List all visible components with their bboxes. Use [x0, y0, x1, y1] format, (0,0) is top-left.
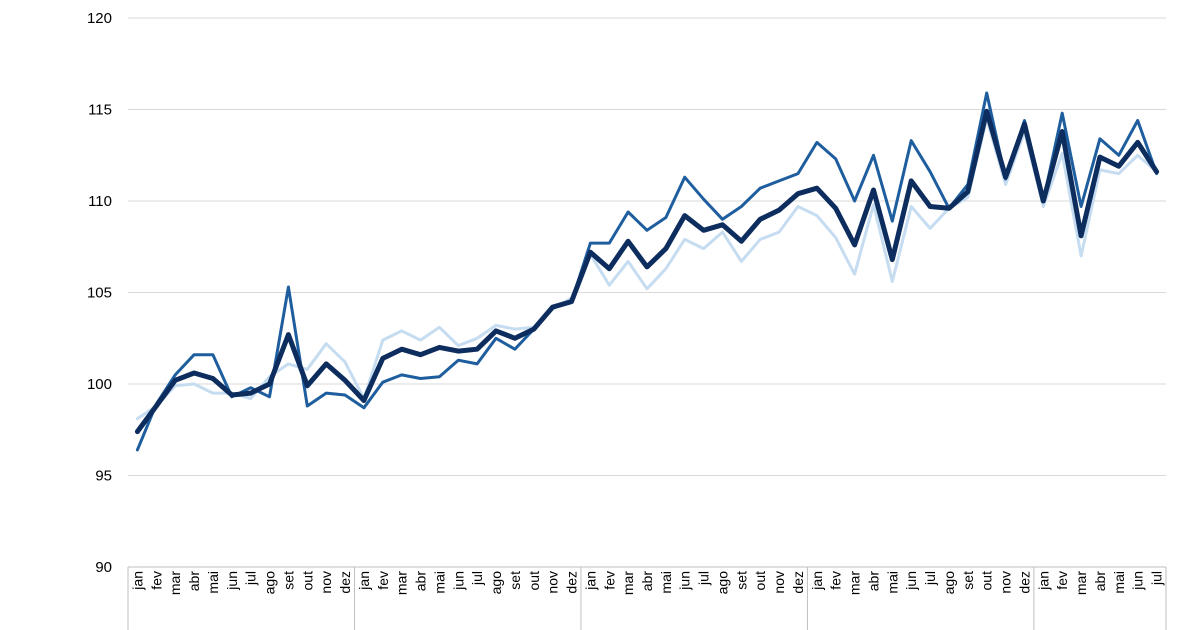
- x-tick-label: nov: [545, 571, 561, 594]
- x-tick-label: abr: [865, 571, 881, 592]
- x-tick-label: out: [299, 571, 315, 591]
- x-tick-label: ago: [714, 571, 730, 595]
- x-tick-label: out: [526, 571, 542, 591]
- y-tick-label: 90: [95, 559, 112, 576]
- x-tick-label: out: [752, 571, 768, 591]
- x-tick-label: mai: [658, 571, 674, 594]
- y-tick-label: 110: [88, 193, 112, 210]
- x-tick-label: set: [733, 571, 749, 590]
- x-tick-label: jan: [129, 571, 145, 591]
- x-tick-label: mar: [847, 571, 863, 595]
- x-tick-label: fev: [148, 571, 164, 590]
- x-tick-label: jul: [469, 571, 485, 586]
- x-tick-label: abr: [1092, 571, 1108, 592]
- gridlines: [128, 17, 1166, 476]
- x-tick-label: jan: [809, 571, 825, 591]
- x-tick-label: jan: [356, 571, 372, 591]
- y-tick-label: 105: [87, 285, 112, 302]
- x-tick-label: abr: [639, 571, 655, 592]
- x-tick-label: fev: [601, 571, 617, 590]
- x-axis: jan fev mar abr mai jun jul ago set out nov dez jan f…: [127, 566, 1167, 630]
- y-tick-label: 115: [88, 102, 112, 119]
- x-tick-label: jun: [903, 571, 919, 591]
- y-tick-label: 95: [95, 468, 112, 485]
- x-tick-label: fev: [1054, 571, 1070, 590]
- x-tick-label: jan: [582, 571, 598, 591]
- y-tick-label: 120: [87, 10, 112, 27]
- x-tick-label: jun: [677, 571, 693, 591]
- x-tick-label: nov: [771, 571, 787, 594]
- x-tick-label: mar: [394, 571, 410, 595]
- x-tick-label: mai: [884, 571, 900, 594]
- y-tick-label: 100: [87, 376, 112, 393]
- x-tick-label: set: [960, 571, 976, 590]
- x-tick-label: set: [280, 571, 296, 590]
- x-tick-label: mar: [167, 571, 183, 595]
- x-tick-label: jul: [696, 571, 712, 586]
- x-tick-label: ago: [941, 571, 957, 595]
- x-tick-label: set: [507, 571, 523, 590]
- x-tick-label: out: [979, 571, 995, 591]
- x-tick-label: mai: [431, 571, 447, 594]
- x-tick-label: fev: [828, 571, 844, 590]
- x-tick-label: mar: [1073, 571, 1089, 595]
- x-tick-label: dez: [1016, 571, 1032, 594]
- x-tick-label: ago: [488, 571, 504, 595]
- x-tick-label: jul: [243, 571, 259, 586]
- y-axis: 90 95 100 105 110 115 120: [87, 10, 112, 576]
- series-line-3: [134, 108, 1160, 435]
- x-tick-label: dez: [564, 571, 580, 594]
- x-tick-label: nov: [318, 571, 334, 594]
- x-tick-label: jul: [1149, 571, 1165, 586]
- x-tick-label: jul: [922, 571, 938, 586]
- x-tick-label: abr: [413, 571, 429, 592]
- x-tick-label: jun: [1130, 571, 1146, 591]
- x-tick-label: nov: [998, 571, 1014, 594]
- x-tick-label: jan: [1035, 571, 1051, 591]
- x-tick-label: mar: [620, 571, 636, 595]
- x-tick-label: mai: [205, 571, 221, 594]
- series-lines: [134, 91, 1160, 452]
- x-tick-label: dez: [337, 571, 353, 594]
- x-tick-label: dez: [790, 571, 806, 594]
- x-tick-label: ago: [262, 571, 278, 595]
- x-tick-label: jun: [450, 571, 466, 591]
- x-tick-label: jun: [224, 571, 240, 591]
- series-line-2: [135, 91, 1159, 452]
- x-tick-label: abr: [186, 571, 202, 592]
- x-tick-label: mai: [1111, 571, 1127, 594]
- x-tick-label: fev: [375, 571, 391, 590]
